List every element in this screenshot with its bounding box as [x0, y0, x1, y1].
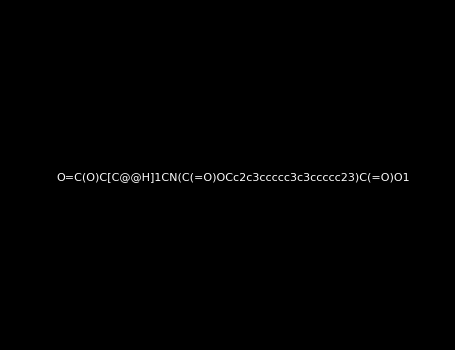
Text: O=C(O)C[C@@H]1CN(C(=O)OCc2c3ccccc3c3ccccc23)C(=O)O1: O=C(O)C[C@@H]1CN(C(=O)OCc2c3ccccc3c3cccc…	[56, 172, 410, 182]
